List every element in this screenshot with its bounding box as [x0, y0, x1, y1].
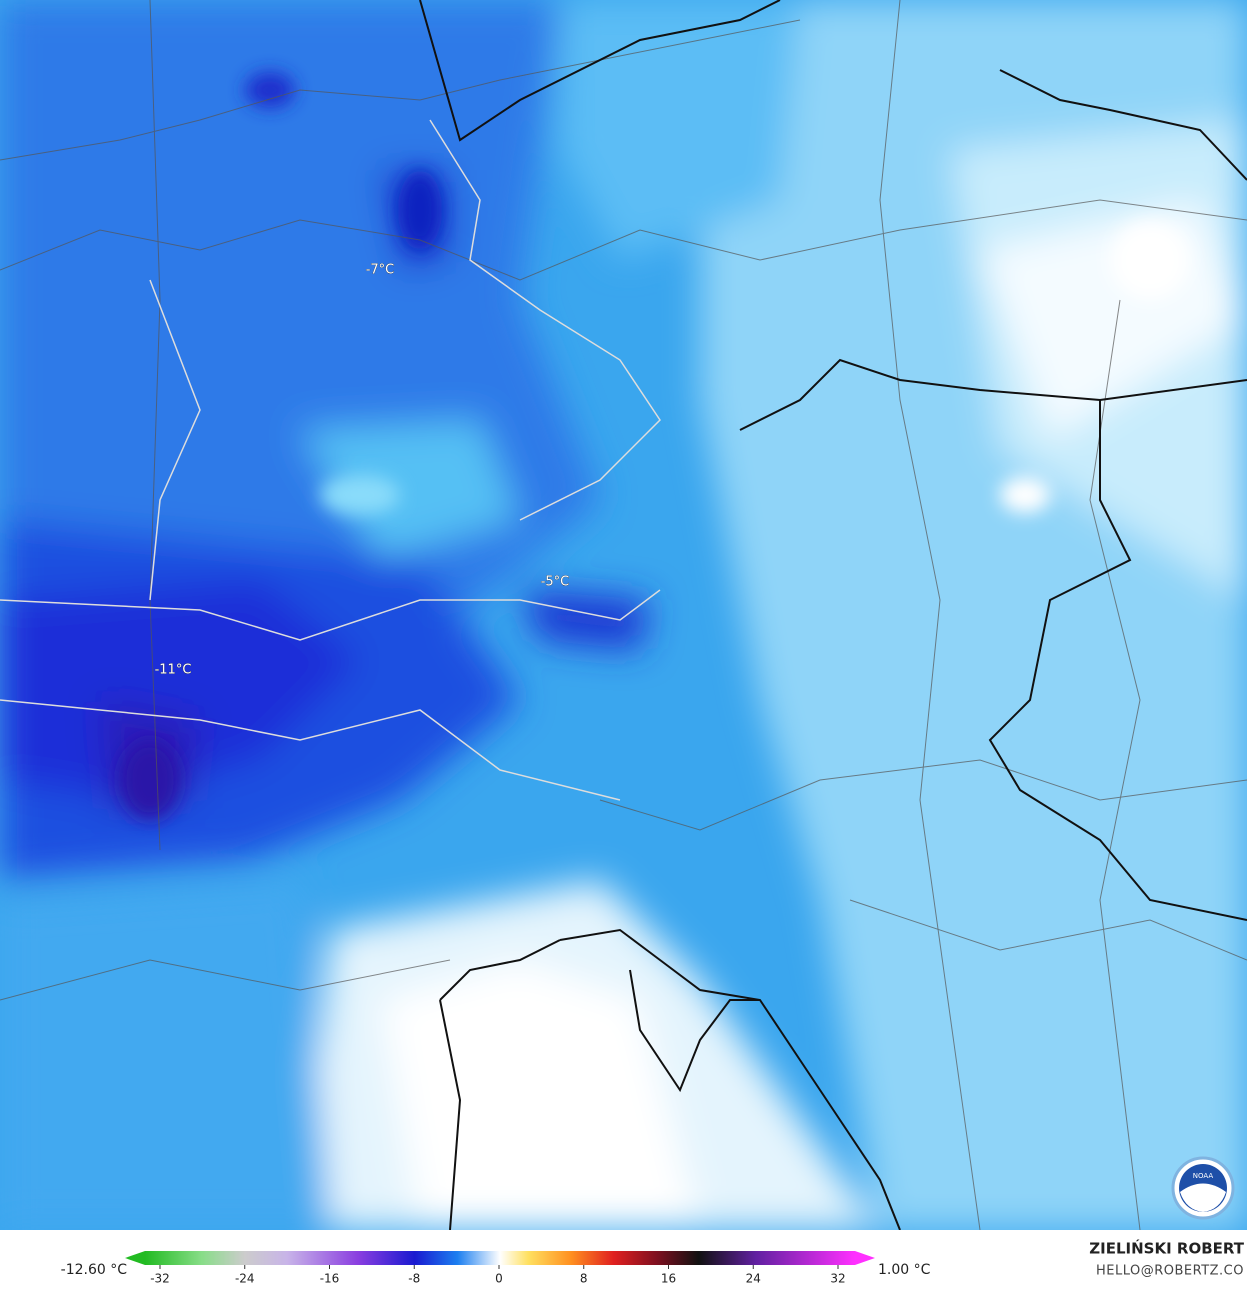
legend-min: -12.60 °C	[61, 1262, 128, 1278]
legend-max: 1.00 °C	[878, 1262, 931, 1278]
colorbar-tick-label: -32	[150, 1272, 170, 1286]
temperature-label: -7°C	[366, 263, 395, 278]
colorbar-tick-label: 0	[495, 1272, 503, 1286]
legend: -12.60 °C 1.00 °C -32 -24 -16 -8 0 8 16 24 32 ZI…	[0, 1230, 1247, 1287]
colorbar-tick-label: 24	[746, 1272, 761, 1286]
colorbar-tick-label: 16	[661, 1272, 676, 1286]
noaa-logo: NOAA	[1171, 1156, 1235, 1220]
colorbar-tick-label: -24	[235, 1272, 255, 1286]
temperature-label: -5°C	[541, 575, 570, 590]
logo-text: NOAA	[1193, 1172, 1214, 1180]
colorbar	[145, 1251, 855, 1265]
credit-name: ZIELIŃSKI ROBERT	[1089, 1239, 1244, 1258]
colorbar-tick-label: -8	[408, 1272, 420, 1286]
colorbar-high-end	[855, 1251, 875, 1265]
credit-email: HELLO@ROBERTZ.CO	[1096, 1264, 1244, 1279]
colorbar-tick-label: 8	[580, 1272, 588, 1286]
temperature-label: -11°C	[155, 663, 192, 678]
colorbar-tick-label: 32	[830, 1272, 845, 1286]
colorbar-tick-label: -16	[320, 1272, 340, 1286]
temperature-map: NOAA -7°C -5°C -11°C	[0, 0, 1247, 1230]
colorbar-low-end	[125, 1251, 145, 1265]
